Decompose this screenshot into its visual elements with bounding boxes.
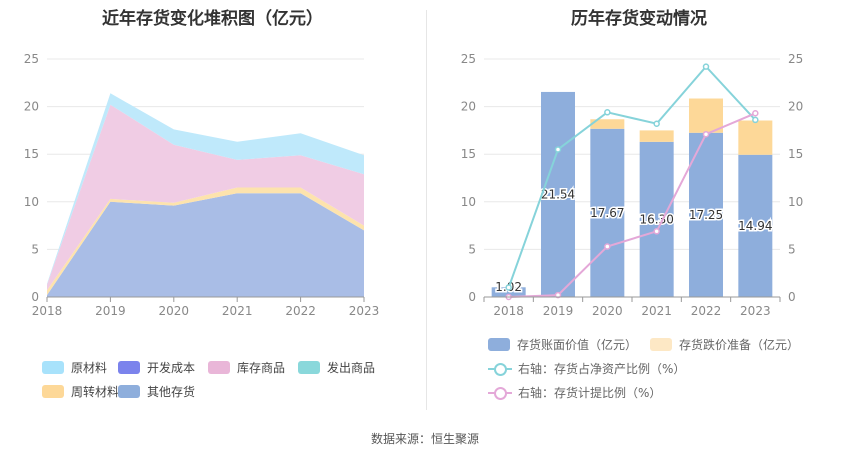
legend-swatch	[650, 338, 672, 351]
legend-label: 库存商品	[237, 361, 286, 375]
legend-swatch	[42, 361, 64, 374]
right-y2-tick-label: 15	[788, 147, 803, 161]
right-x-tick-label: 2020	[592, 304, 623, 318]
right-x-tick-label: 2023	[740, 304, 771, 318]
area-其他存货	[47, 193, 364, 297]
line-point	[752, 110, 759, 117]
left-x-tick-label: 2019	[95, 304, 126, 318]
legend-line-symbol	[488, 362, 512, 376]
panel-divider	[426, 10, 427, 410]
legend-swatch	[118, 361, 140, 374]
left-chart-panel: 近年存货变化堆积图（亿元） 0 5 10 15 20 25 2018 2019 2020 2021…	[0, 0, 425, 410]
bar-impairment	[639, 130, 674, 142]
legend-line-symbol	[488, 386, 512, 400]
left-x-tick-label: 2018	[32, 304, 63, 318]
left-y-tick-label: 10	[24, 195, 39, 209]
bar-book-value	[491, 287, 526, 297]
left-x-tick-label: 2021	[222, 304, 253, 318]
right-legend-item[interactable]: 右轴：存货计提比例（%）	[488, 384, 661, 401]
bar-impairment	[738, 120, 773, 155]
bar-impairment	[689, 98, 723, 133]
left-chart-title: 近年存货变化堆积图（亿元）	[102, 9, 323, 29]
area-库存商品	[47, 104, 364, 291]
legend-swatch	[42, 385, 64, 398]
line-point	[554, 146, 562, 153]
left-y-tick-label: 5	[31, 242, 39, 256]
legend-label: 开发成本	[147, 361, 196, 375]
line-point	[752, 116, 759, 124]
right-y-tick-label: 5	[468, 242, 476, 256]
legend-swatch	[488, 338, 510, 351]
legend-label: 原材料	[71, 361, 108, 375]
right-y-tick-label: 10	[461, 195, 476, 209]
bar-book-value	[541, 91, 575, 297]
right-x-tick-label: 2018	[493, 304, 524, 318]
left-y-tick-label: 0	[31, 290, 39, 304]
right-y2-tick-label: 10	[788, 195, 803, 209]
legend-label: 存货跌价准备（亿元）	[679, 338, 800, 352]
right-bar-line-chart: 005510101515202025251.0221.5417.6716.301…	[461, 52, 804, 318]
bar-book-value	[590, 128, 625, 297]
right-y-tick-label: 15	[461, 147, 476, 161]
data-source: 数据来源：恒生聚源	[370, 432, 479, 446]
left-legend-item[interactable]: 库存商品	[208, 359, 285, 376]
bar-book-value	[738, 154, 773, 297]
left-y-tick-label: 15	[24, 147, 39, 161]
legend-swatch	[298, 361, 320, 374]
left-y-tick-label: 20	[24, 100, 39, 114]
line-ratio-net-assets	[507, 65, 757, 288]
legend-swatch	[118, 385, 140, 398]
right-legend-item[interactable]: 存货跌价准备（亿元）	[650, 336, 799, 353]
left-x-tick-label: 2020	[159, 304, 190, 318]
right-x-tick-label: 2022	[691, 304, 722, 318]
legend-label: 右轴：存货占净资产比例（%）	[518, 362, 686, 376]
right-y-tick-label: 0	[468, 290, 476, 304]
legend-label: 存货账面价值（亿元）	[517, 338, 638, 352]
legend-swatch	[208, 361, 230, 374]
right-legend-item[interactable]: 右轴：存货占净资产比例（%）	[488, 360, 685, 377]
bar-book-value	[639, 141, 674, 297]
right-x-tick-label: 2021	[641, 304, 672, 318]
left-x-tick-label: 2022	[285, 304, 316, 318]
line-point	[604, 109, 611, 116]
area-原材料	[47, 93, 364, 285]
legend-label: 周转材料	[71, 385, 120, 399]
legend-label: 右轴：存货计提比例（%）	[518, 386, 662, 400]
line-point	[702, 63, 710, 70]
right-y2-tick-label: 25	[788, 52, 803, 66]
right-chart-panel: 历年存货变动情况 005510101515202025251.0221.5417…	[428, 0, 850, 410]
right-y2-tick-label: 20	[788, 100, 803, 114]
line-provision-ratio	[508, 112, 756, 298]
right-y2-tick-label: 0	[788, 290, 796, 304]
left-y-tick-label: 25	[24, 52, 39, 66]
line-point	[554, 291, 562, 299]
right-y-tick-label: 25	[461, 52, 476, 66]
bar-data-label: 17.25	[689, 208, 723, 222]
left-legend-item[interactable]: 开发成本	[118, 359, 195, 376]
legend-label: 发出商品	[327, 361, 376, 375]
bar-data-label: 17.67	[590, 206, 624, 220]
bar-data-label: 21.54	[541, 187, 575, 201]
left-legend-item[interactable]: 周转材料	[42, 383, 119, 400]
left-stacked-area-chart: 0 5 10 15 20 25 2018 2019 2020 2021 2022 2023	[24, 52, 380, 318]
bar-data-label: 16.30	[639, 212, 673, 226]
bar-data-label: 14.94	[738, 219, 772, 233]
left-legend-item[interactable]: 原材料	[42, 359, 107, 376]
line-point	[702, 130, 710, 138]
left-legend-item[interactable]: 发出商品	[298, 359, 375, 376]
legend-label: 其他存货	[147, 385, 196, 399]
right-x-tick-label: 2019	[543, 304, 574, 318]
line-point	[505, 284, 512, 291]
line-point	[653, 228, 660, 235]
line-point	[604, 243, 611, 250]
right-chart-title: 历年存货变动情况	[571, 9, 707, 29]
right-y2-tick-label: 5	[788, 242, 796, 256]
line-point	[653, 120, 660, 127]
right-y-tick-label: 20	[461, 100, 476, 114]
left-legend-item[interactable]: 其他存货	[118, 383, 195, 400]
left-x-tick-label: 2023	[349, 304, 380, 318]
bar-book-value	[689, 132, 723, 297]
right-legend-item[interactable]: 存货账面价值（亿元）	[488, 336, 637, 353]
bar-impairment	[590, 119, 625, 129]
